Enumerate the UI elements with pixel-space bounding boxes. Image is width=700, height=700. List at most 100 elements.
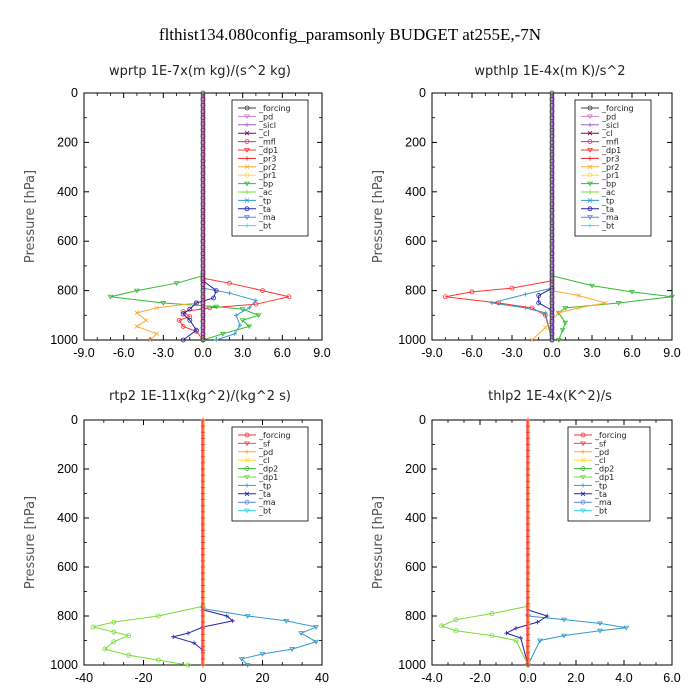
data-point (239, 318, 246, 323)
panel-title: wpthlp 1E-4x(m K)/s^2 (474, 64, 625, 79)
y-tick-label: 600 (405, 560, 426, 574)
data-point (623, 625, 630, 631)
zero-profile-marker (525, 552, 531, 557)
zero-profile-marker (200, 232, 206, 238)
legend-label: _ma (258, 498, 276, 507)
x-tick-label: 6.0 (274, 346, 291, 360)
data-point (154, 305, 160, 311)
zero-profile-marker (525, 626, 531, 631)
legend-label: _cl (258, 129, 270, 138)
zero-profile-marker (200, 430, 206, 435)
y-axis-label: Pressure [hPa] (23, 496, 38, 589)
zero-profile-marker (200, 319, 206, 324)
data-point (160, 301, 167, 306)
legend-label: _dp2 (258, 465, 278, 474)
data-point (238, 656, 245, 662)
series-ac (90, 603, 206, 668)
legend-marker (580, 466, 586, 472)
zero-profile-marker (200, 509, 206, 515)
data-point (143, 317, 149, 323)
data-point (260, 288, 265, 294)
data-point (154, 331, 160, 337)
legend-marker (244, 215, 250, 220)
zero-profile-marker (200, 503, 206, 508)
legend-label: _cl (258, 456, 270, 465)
zero-profile-marker (200, 558, 206, 564)
y-tick-label: 600 (405, 234, 426, 248)
zero-profile-marker (200, 589, 206, 594)
data-point (509, 285, 515, 291)
legend-label: _pd (594, 448, 609, 457)
zero-profile-marker (525, 638, 531, 643)
series-line (551, 275, 673, 341)
chart-panel-1: wprtp 1E-7x(m kg)/(s^2 kg) -9.0 -6.0 -3.0 0.… (23, 64, 331, 360)
data-point (523, 305, 528, 311)
zero-profile-marker (200, 521, 206, 527)
legend-label: _bt (601, 222, 614, 231)
legend-marker (244, 441, 250, 447)
legend-label: _dp1 (258, 473, 278, 482)
zero-profile-marker (549, 183, 555, 189)
data-point (200, 338, 206, 343)
y-tick-label: 1000 (50, 333, 78, 347)
legend-label: _tp (258, 196, 271, 205)
zero-profile-marker (525, 521, 531, 527)
legend-marker (244, 499, 250, 505)
zero-profile-marker (200, 448, 206, 453)
data-point (171, 634, 176, 640)
zero-profile-marker (200, 528, 206, 533)
legend-marker (580, 457, 586, 463)
zero-profile-marker (200, 515, 206, 521)
zero-profile-marker (525, 632, 531, 637)
legend-marker (587, 198, 593, 203)
series-tp (525, 614, 630, 668)
x-tick-label: -6.0 (461, 346, 483, 360)
legend-marker (244, 172, 250, 178)
zero-profile-marker (200, 540, 206, 545)
zero-profile-marker (549, 214, 555, 219)
legend-label: _sicl (601, 121, 619, 130)
zero-profile-marker (200, 417, 206, 423)
zero-profile-marker (200, 626, 206, 631)
zero-profile-marker (200, 226, 206, 232)
legend-marker (580, 441, 586, 447)
legend-marker (244, 466, 250, 472)
series-line (491, 287, 553, 341)
data-point (523, 292, 528, 297)
y-tick-label: 0 (419, 413, 426, 427)
legend-label: _dp1 (258, 146, 278, 155)
zero-profile-marker (549, 109, 555, 114)
zero-profile-marker (200, 139, 206, 145)
data-point (111, 639, 117, 645)
x-tick-label: 3.0 (234, 346, 251, 360)
zero-profile-marker (549, 312, 555, 318)
zero-profile-marker (200, 607, 206, 613)
data-point (211, 295, 216, 301)
legend-box (231, 426, 309, 522)
legend-marker (580, 449, 586, 454)
data-point (537, 638, 543, 644)
data-point (453, 628, 459, 634)
zero-profile-marker (200, 491, 206, 496)
zero-profile-marker (549, 337, 555, 343)
zero-profile-marker (549, 300, 555, 306)
zero-profile-marker (200, 564, 206, 570)
legend-marker (587, 156, 593, 161)
zero-profile-marker (549, 201, 555, 207)
x-tick-label: 2.0 (567, 671, 584, 685)
legend-label: _forcing (601, 104, 634, 113)
x-tick-label: -20 (134, 671, 152, 685)
zero-profile-marker (549, 251, 555, 256)
legend-label: _forcing (258, 431, 291, 440)
zero-profile-marker (200, 201, 206, 207)
zero-profile-marker (200, 570, 206, 576)
data-point (155, 613, 161, 619)
zero-profile-marker (200, 534, 206, 539)
data-point (615, 301, 622, 306)
data-point (185, 630, 191, 636)
data-point (244, 614, 251, 619)
zero-profile-marker (200, 127, 206, 133)
data-point (536, 293, 542, 298)
chart-legend: _forcing_sf_pd_cl_dp2_dp1_tp_ta_ma_bt (567, 426, 651, 522)
data-point (176, 317, 182, 323)
